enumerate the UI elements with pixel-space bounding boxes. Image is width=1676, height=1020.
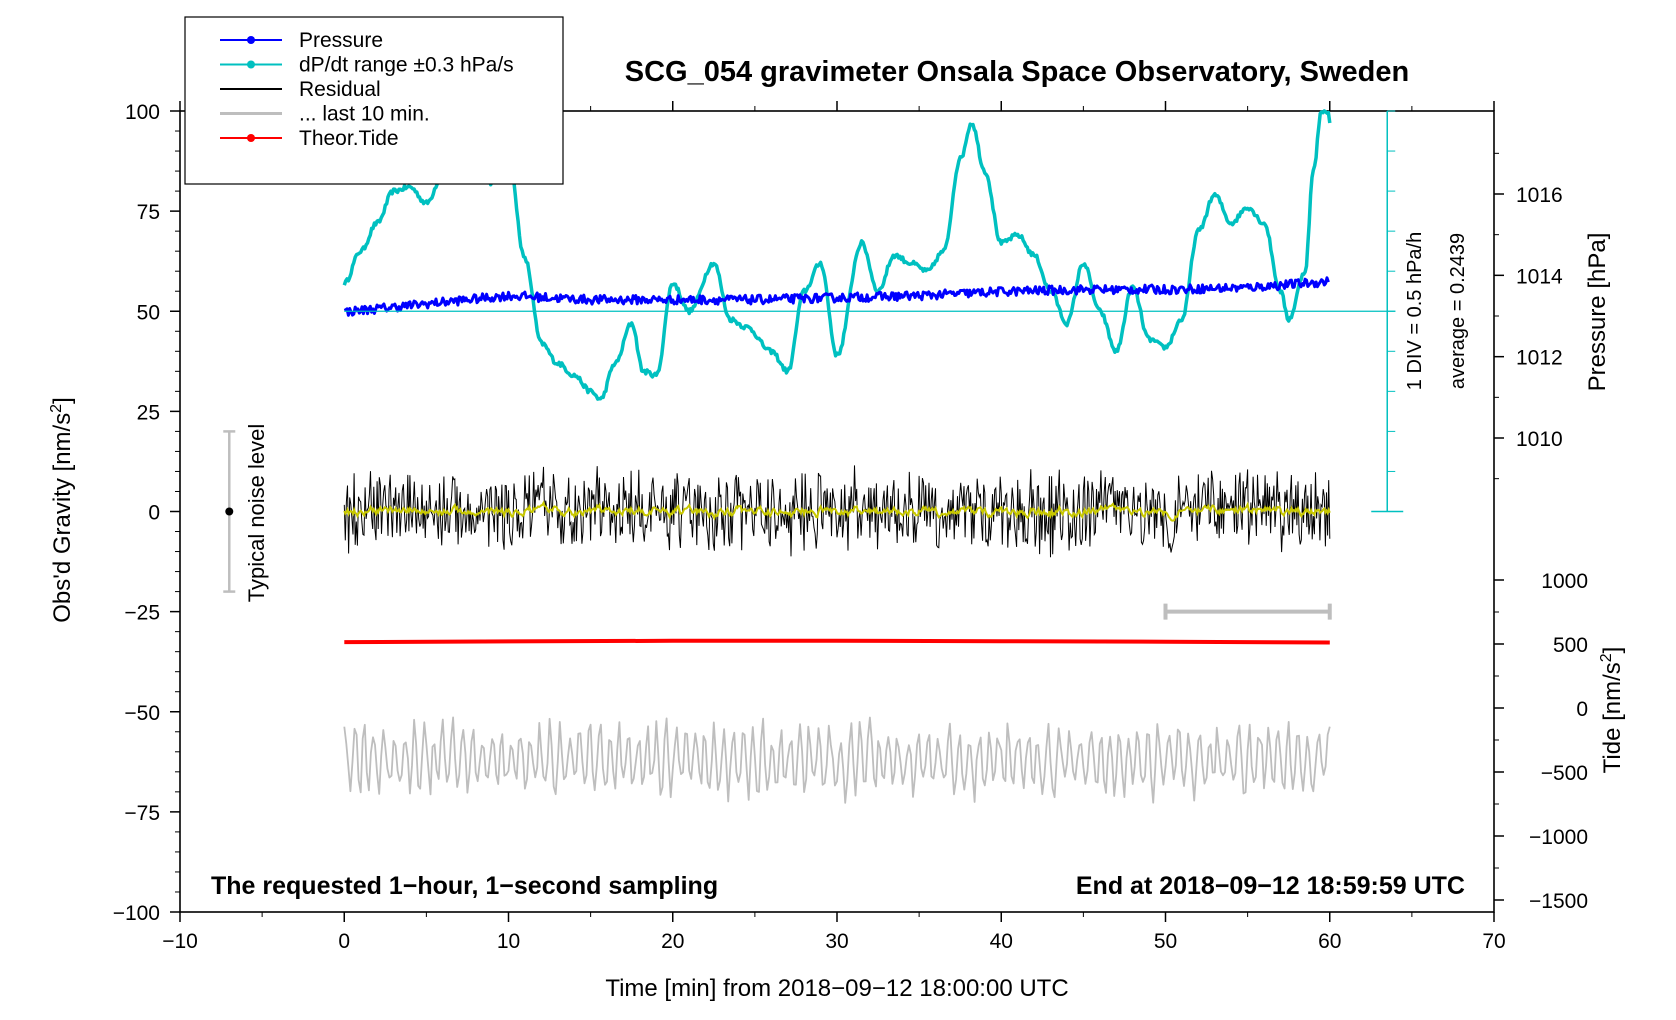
pressure-tick-label: 1010 (1516, 428, 1563, 451)
pressure-tick-label: 1014 (1516, 265, 1563, 288)
y-tick-label: 50 (137, 301, 160, 324)
annotation-sampling: The requested 1−hour, 1−second sampling (211, 872, 718, 900)
decorations (223, 110, 1404, 620)
annotation-end-time: End at 2018−09−12 18:59:59 UTC (1076, 872, 1465, 900)
noise-level-label: Typical noise level (244, 424, 269, 603)
legend-box (184, 16, 564, 185)
residual-smoothed-line (343, 500, 1331, 522)
x-tick-label: 30 (825, 930, 848, 953)
pressure-series (343, 276, 1330, 317)
x-tick-label: 50 (1154, 930, 1177, 953)
y-tick-label: 25 (137, 401, 160, 424)
y-tick-label: −100 (113, 902, 160, 925)
x-tick-label: 10 (497, 930, 520, 953)
last-10-min-series (343, 716, 1331, 804)
y-axis-label-left: Obs'd Gravity [nm/s2] (48, 397, 76, 623)
pressure-tick-label: 1012 (1516, 347, 1563, 370)
tide-line (344, 638, 1330, 645)
legend-label: Theor.Tide (299, 127, 399, 150)
tide-label-sup: 2 (1598, 653, 1615, 662)
legend-marker (247, 36, 255, 44)
y-tick-label: −25 (124, 602, 160, 625)
pressure-tick-label: 1016 (1516, 184, 1563, 207)
x-tick-label: 0 (338, 930, 350, 953)
residual-line (343, 465, 1331, 558)
chart-title: SCG_054 gravimeter Onsala Space Observat… (625, 56, 1409, 88)
x-tick-label: −10 (162, 930, 198, 953)
tide-label-text: Tide [nm/s (1599, 662, 1626, 773)
y-axis-label-pressure: Pressure [hPa] (1584, 233, 1611, 392)
last-10-min-line (343, 716, 1331, 804)
scale-average-label: average = 0.2439 (1447, 233, 1469, 389)
scale-div-label: 1 DIV = 0.5 hPa/h (1404, 232, 1426, 390)
y-axis-label-tide: Tide [nm/s2] (1598, 647, 1626, 774)
y-label-left-sup: 2 (48, 404, 65, 413)
legend-label: dP/dt range ±0.3 hPa/s (299, 54, 514, 77)
x-axis-label: Time [min] from 2018−09−12 18:00:00 UTC (605, 975, 1068, 1002)
x-tick-label: 70 (1482, 930, 1505, 953)
y-tick-label: 100 (125, 101, 160, 124)
legend-label: Residual (299, 78, 381, 101)
tide-tick-label: 1000 (1541, 570, 1588, 593)
x-tick-label: 60 (1318, 930, 1341, 953)
tide-label-end: ] (1599, 647, 1626, 654)
tide-tick-label: −1500 (1529, 890, 1588, 913)
x-tick-label: 40 (990, 930, 1013, 953)
legend-label: ... last 10 min. (299, 103, 430, 126)
y-tick-label: 0 (148, 502, 160, 525)
x-tick-label: 20 (661, 930, 684, 953)
legend-label: Pressure (299, 29, 383, 52)
tick-marks: −10 0 10 20 30 40 50 60 70−100−75−50−25025507510… (113, 101, 1588, 953)
tide-tick-label: 0 (1576, 698, 1588, 721)
y-label-left-end: ] (49, 397, 76, 404)
legend-marker (247, 60, 255, 69)
tide-tick-label: −500 (1541, 762, 1588, 785)
tide-tick-label: 500 (1553, 634, 1588, 657)
tide-series (344, 638, 1330, 645)
residual-series (343, 465, 1331, 558)
legend-marker (247, 134, 255, 142)
y-tick-label: −75 (124, 802, 160, 825)
y-tick-label: −50 (124, 702, 160, 725)
y-label-left-text: Obs'd Gravity [nm/s (49, 413, 76, 623)
pressure-line (343, 276, 1330, 317)
tide-tick-label: −1000 (1529, 826, 1588, 849)
noise-bar-dot (225, 507, 234, 516)
y-tick-label: 75 (137, 201, 160, 224)
